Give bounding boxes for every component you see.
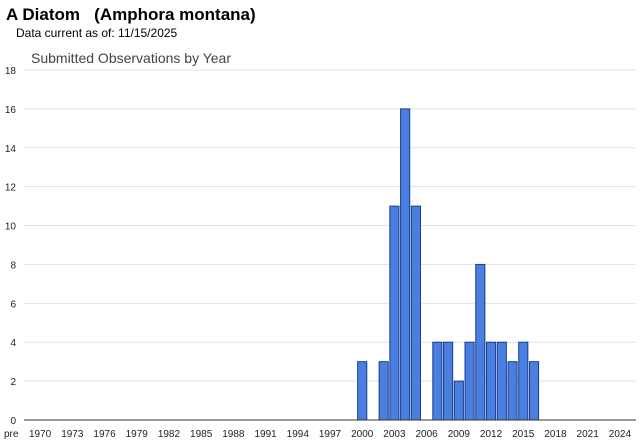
y-tick-label: 10	[5, 222, 17, 233]
x-tick-label: 1976	[93, 429, 116, 440]
y-tick-label: 12	[5, 183, 17, 194]
x-tick-label: 1985	[190, 429, 213, 440]
chart-title: Submitted Observations by Year	[31, 50, 231, 66]
page-title: A Diatom (Amphora montana)	[6, 5, 256, 24]
x-tick-label: 1997	[319, 429, 342, 440]
bar-2007	[432, 341, 443, 421]
y-tick-label: 2	[10, 377, 16, 388]
x-tick-label: 1988	[222, 429, 245, 440]
bar-2000	[357, 361, 368, 421]
x-tick-label: 2018	[544, 429, 567, 440]
x-tick-label: 2009	[448, 429, 471, 440]
bar-2010	[464, 341, 475, 421]
bar-2004	[400, 108, 411, 421]
bar-2011	[475, 263, 486, 421]
x-tick-label: 2006	[416, 429, 439, 440]
bar-2016	[528, 361, 540, 421]
x-tick-label: 2000	[351, 429, 374, 440]
y-tick-label: 8	[10, 260, 16, 271]
x-tick-label: 1973	[61, 429, 84, 440]
x-tick-label: 2024	[609, 429, 632, 440]
y-tick-label: 18	[5, 66, 17, 77]
y-tick-label: 0	[10, 416, 16, 427]
grid-lines	[24, 69, 636, 382]
x-tick-label: 2021	[577, 429, 600, 440]
y-tick-label: 6	[10, 299, 16, 310]
y-tick-label: 4	[10, 338, 16, 349]
bar-2002	[378, 361, 389, 421]
x-tick-label: 1991	[254, 429, 277, 440]
x-tick-label: 2003	[383, 429, 406, 440]
bar-2009	[453, 380, 464, 421]
y-tick-label: 14	[5, 144, 17, 155]
y-axis-labels: 0 2 4 6 8 10 12 14 16 18	[5, 66, 17, 427]
bar-2014	[507, 361, 518, 421]
bar-2003	[389, 205, 400, 421]
x-tick-label: 1994	[287, 429, 310, 440]
data-date: Data current as of: 11/15/2025	[16, 26, 178, 40]
x-tick-label: pre	[4, 429, 19, 440]
x-tick-label: 1970	[29, 429, 52, 440]
x-tick-label: 1982	[158, 429, 181, 440]
bar-2005	[410, 205, 421, 421]
bar-2012	[485, 341, 497, 421]
bar-2008	[443, 341, 454, 421]
x-axis-labels: pre 1970 1973 1976 1979 1982 1985 1988 1991 1994 1…	[4, 429, 631, 440]
y-tick-label: 16	[5, 105, 17, 116]
bars	[357, 108, 540, 421]
bar-2015	[518, 341, 529, 421]
x-tick-label: 2015	[512, 429, 535, 440]
x-tick-label: 1979	[126, 429, 149, 440]
x-tick-label: 2012	[480, 429, 503, 440]
bar-2013	[496, 341, 507, 421]
